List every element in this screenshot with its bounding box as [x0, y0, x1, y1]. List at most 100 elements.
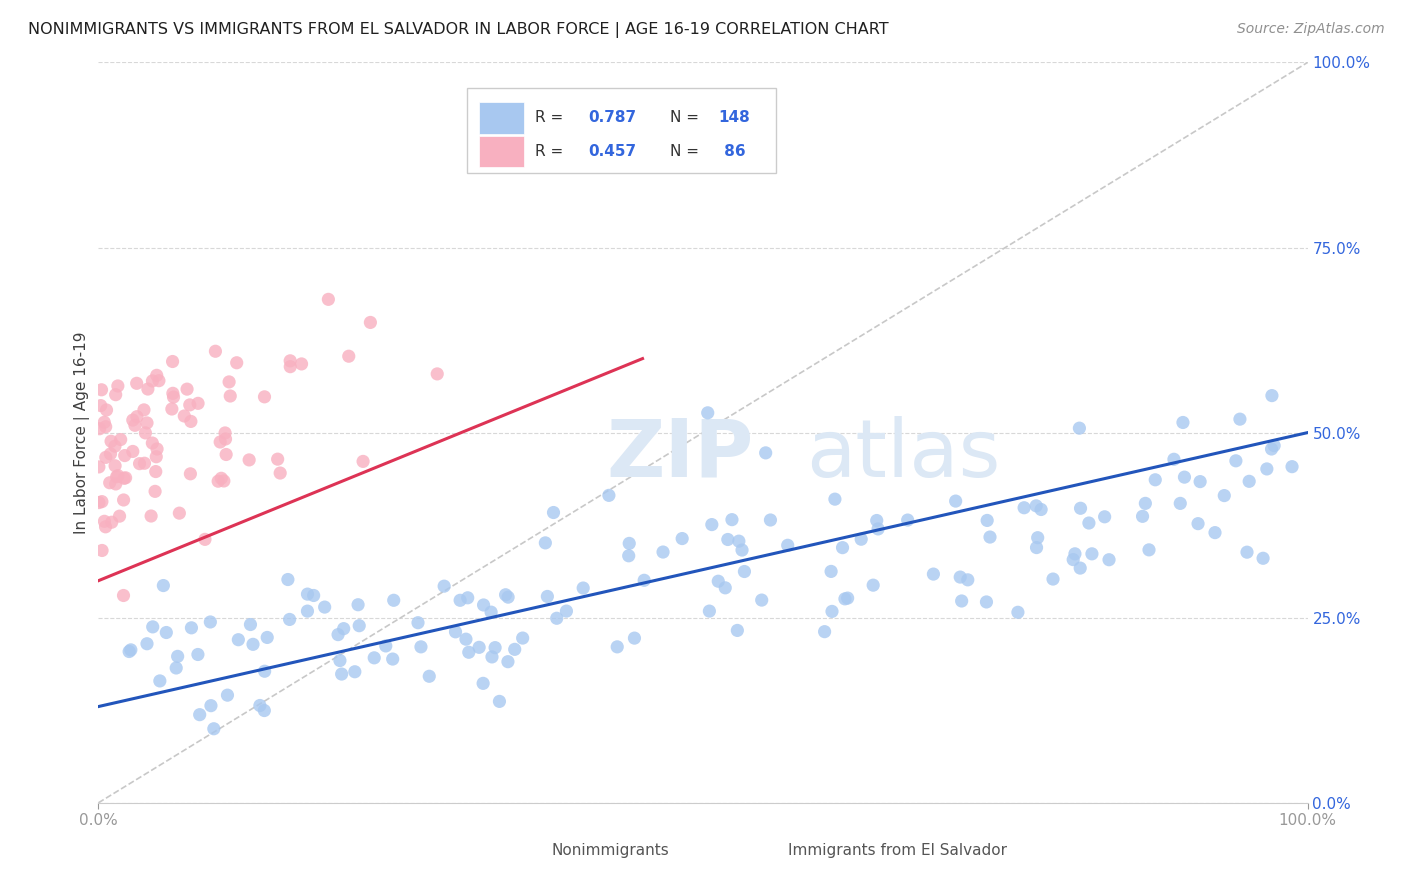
Point [297, 587, 319, 601]
Point [112, 589, 135, 603]
Point [1168, 496, 1191, 510]
Point [179, 398, 201, 412]
Point [96, 403, 118, 417]
Point [488, 694, 510, 708]
Point [91, 543, 114, 558]
Text: Source: ZipAtlas.com: Source: ZipAtlas.com [1237, 22, 1385, 37]
Point [169, 506, 191, 520]
Point [956, 573, 979, 587]
Text: atlas: atlas [806, 416, 1000, 494]
Point [278, 612, 301, 626]
Point [755, 446, 778, 460]
Point [107, 468, 129, 483]
Point [1236, 545, 1258, 559]
Point [717, 533, 740, 547]
Point [1173, 470, 1195, 484]
Point [1229, 412, 1251, 426]
Point [652, 545, 675, 559]
Point [128, 457, 150, 471]
Point [148, 374, 170, 388]
Point [496, 590, 519, 604]
Text: R =: R = [534, 111, 568, 126]
Point [343, 665, 366, 679]
Point [359, 315, 381, 329]
Text: N =: N = [671, 111, 704, 126]
Point [228, 632, 250, 647]
Point [821, 604, 844, 618]
Point [546, 611, 568, 625]
Point [633, 574, 655, 588]
Point [187, 648, 209, 662]
Point [214, 425, 236, 440]
Point [503, 642, 526, 657]
Point [155, 625, 177, 640]
Point [121, 444, 143, 458]
Point [862, 578, 884, 592]
Point [623, 631, 645, 645]
Point [278, 353, 301, 368]
Point [976, 595, 998, 609]
Point [98, 475, 121, 490]
Point [1260, 442, 1282, 456]
Point [945, 494, 967, 508]
Point [409, 640, 432, 654]
Point [824, 492, 846, 507]
Point [134, 456, 156, 470]
Point [617, 549, 640, 563]
Point [87, 459, 110, 474]
Point [125, 409, 148, 424]
Point [1081, 547, 1104, 561]
Point [479, 605, 502, 619]
Point [352, 454, 374, 468]
Text: 0.457: 0.457 [588, 144, 637, 159]
Point [1171, 416, 1194, 430]
Point [700, 517, 723, 532]
Point [1263, 439, 1285, 453]
Point [1256, 462, 1278, 476]
Point [145, 465, 167, 479]
Point [1025, 541, 1047, 555]
Point [104, 387, 127, 401]
Point [543, 506, 565, 520]
Point [121, 413, 143, 427]
Point [160, 402, 183, 417]
Text: Immigrants from El Salvador: Immigrants from El Salvador [787, 844, 1007, 858]
Point [381, 652, 404, 666]
Point [868, 522, 890, 536]
Point [426, 367, 449, 381]
Point [132, 403, 155, 417]
Text: 86: 86 [718, 144, 745, 159]
Point [382, 593, 405, 607]
Point [179, 467, 201, 481]
Point [721, 513, 744, 527]
Point [1062, 552, 1084, 566]
Point [218, 375, 240, 389]
Point [108, 509, 131, 524]
Point [104, 458, 127, 473]
Point [269, 466, 291, 480]
Point [1237, 475, 1260, 489]
Point [472, 676, 495, 690]
Point [1029, 502, 1052, 516]
Point [134, 425, 156, 440]
Point [406, 615, 429, 630]
Y-axis label: In Labor Force | Age 16-19: In Labor Force | Age 16-19 [75, 331, 90, 534]
Point [1187, 516, 1209, 531]
Point [1137, 542, 1160, 557]
Text: Nonimmigrants: Nonimmigrants [551, 844, 669, 858]
Point [330, 667, 353, 681]
Point [149, 673, 172, 688]
Point [851, 533, 873, 547]
Point [238, 453, 260, 467]
Point [136, 416, 159, 430]
Text: 148: 148 [718, 111, 751, 126]
Point [696, 406, 718, 420]
Point [1204, 525, 1226, 540]
Point [1281, 459, 1303, 474]
Point [212, 474, 235, 488]
Point [107, 379, 129, 393]
Point [176, 382, 198, 396]
Point [418, 669, 440, 683]
Point [249, 698, 271, 713]
FancyBboxPatch shape [467, 88, 776, 173]
